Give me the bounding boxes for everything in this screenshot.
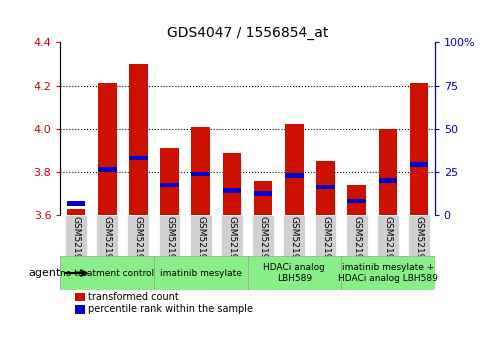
Bar xyxy=(223,188,242,193)
Bar xyxy=(254,191,272,196)
Text: GSM521988: GSM521988 xyxy=(165,216,174,271)
Text: HDACi analog
LBH589: HDACi analog LBH589 xyxy=(263,263,325,283)
Bar xyxy=(347,185,366,215)
Bar xyxy=(129,155,148,160)
Text: GSM521993: GSM521993 xyxy=(290,216,299,271)
Bar xyxy=(129,64,148,215)
Bar xyxy=(221,215,243,256)
Bar xyxy=(284,215,305,256)
Bar xyxy=(160,183,179,187)
Text: GSM521991: GSM521991 xyxy=(103,216,112,271)
Bar xyxy=(247,256,341,290)
Bar xyxy=(191,172,210,177)
Bar xyxy=(190,215,212,256)
Bar xyxy=(160,148,179,215)
Text: GSM521987: GSM521987 xyxy=(71,216,81,271)
Bar xyxy=(410,162,428,167)
Text: GSM521992: GSM521992 xyxy=(196,216,205,271)
Text: GSM521989: GSM521989 xyxy=(258,216,268,271)
Bar xyxy=(410,84,428,215)
Bar xyxy=(65,215,87,256)
Bar xyxy=(285,125,304,215)
Bar xyxy=(67,209,85,215)
Bar xyxy=(98,84,116,215)
Text: GSM521996: GSM521996 xyxy=(227,216,237,271)
Bar xyxy=(67,201,85,206)
Text: GSM521990: GSM521990 xyxy=(352,216,361,271)
Bar xyxy=(158,215,181,256)
Text: agent: agent xyxy=(28,268,61,278)
Bar xyxy=(379,178,397,183)
Text: GSM521998: GSM521998 xyxy=(414,216,424,271)
Text: no treatment control: no treatment control xyxy=(60,269,154,278)
Bar xyxy=(377,215,399,256)
Bar xyxy=(285,173,304,178)
Bar xyxy=(341,256,435,290)
Bar xyxy=(128,215,149,256)
Bar xyxy=(98,167,116,172)
Bar xyxy=(254,181,272,215)
Bar xyxy=(379,129,397,215)
Text: imatinib mesylate: imatinib mesylate xyxy=(160,269,242,278)
Title: GDS4047 / 1556854_at: GDS4047 / 1556854_at xyxy=(167,26,328,40)
Bar xyxy=(223,153,242,215)
Bar xyxy=(316,185,335,189)
Text: percentile rank within the sample: percentile rank within the sample xyxy=(88,304,254,314)
Text: imatinib mesylate +
HDACi analog LBH589: imatinib mesylate + HDACi analog LBH589 xyxy=(338,263,438,283)
Bar xyxy=(252,215,274,256)
Text: GSM521995: GSM521995 xyxy=(134,216,143,271)
Bar xyxy=(408,215,430,256)
Bar xyxy=(314,215,337,256)
Bar xyxy=(346,215,368,256)
Text: GSM521997: GSM521997 xyxy=(321,216,330,271)
Text: GSM521994: GSM521994 xyxy=(384,216,392,271)
Bar xyxy=(191,127,210,215)
Bar xyxy=(75,292,85,301)
Bar xyxy=(75,305,85,314)
Bar xyxy=(154,256,248,290)
Bar xyxy=(60,256,154,290)
Bar xyxy=(316,161,335,215)
Text: transformed count: transformed count xyxy=(88,292,179,302)
Bar xyxy=(96,215,118,256)
Bar xyxy=(347,199,366,204)
